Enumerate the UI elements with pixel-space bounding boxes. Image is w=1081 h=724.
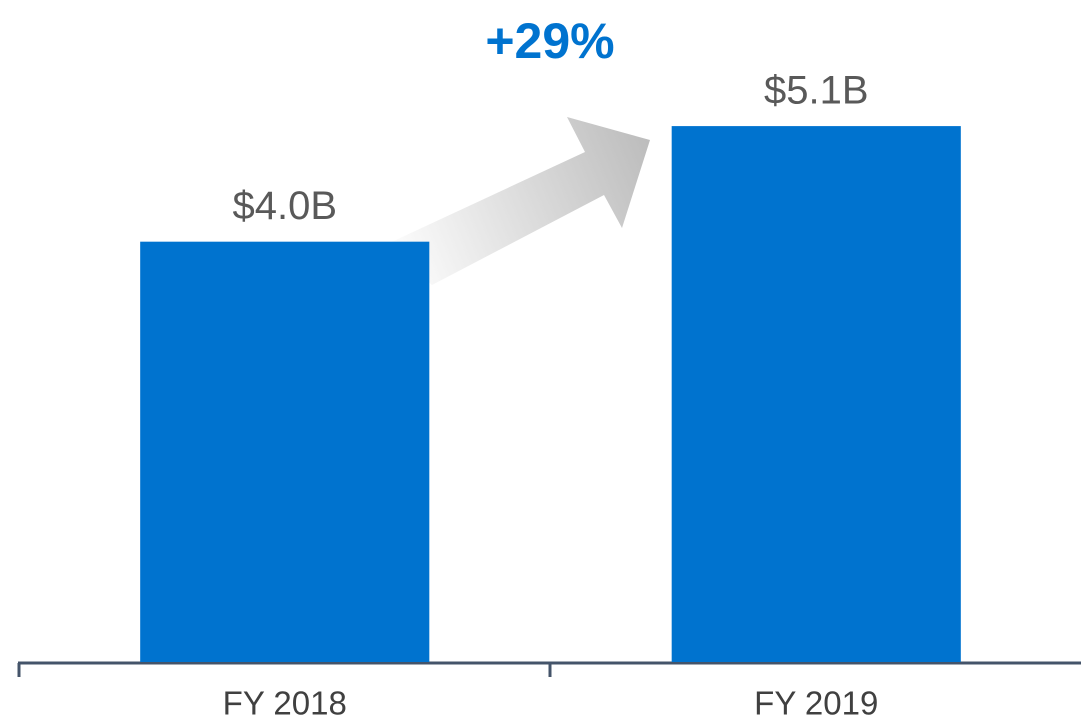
- x-tick-label: FY 2019: [754, 685, 878, 722]
- growth-arrow: [385, 117, 650, 285]
- value-label: $5.1B: [764, 69, 869, 113]
- bar: [140, 241, 430, 662]
- x-tick-label: FY 2018: [223, 685, 347, 722]
- growth-annotation: +29%: [485, 13, 614, 69]
- value-label: $4.0B: [232, 184, 337, 228]
- bar: [671, 126, 961, 663]
